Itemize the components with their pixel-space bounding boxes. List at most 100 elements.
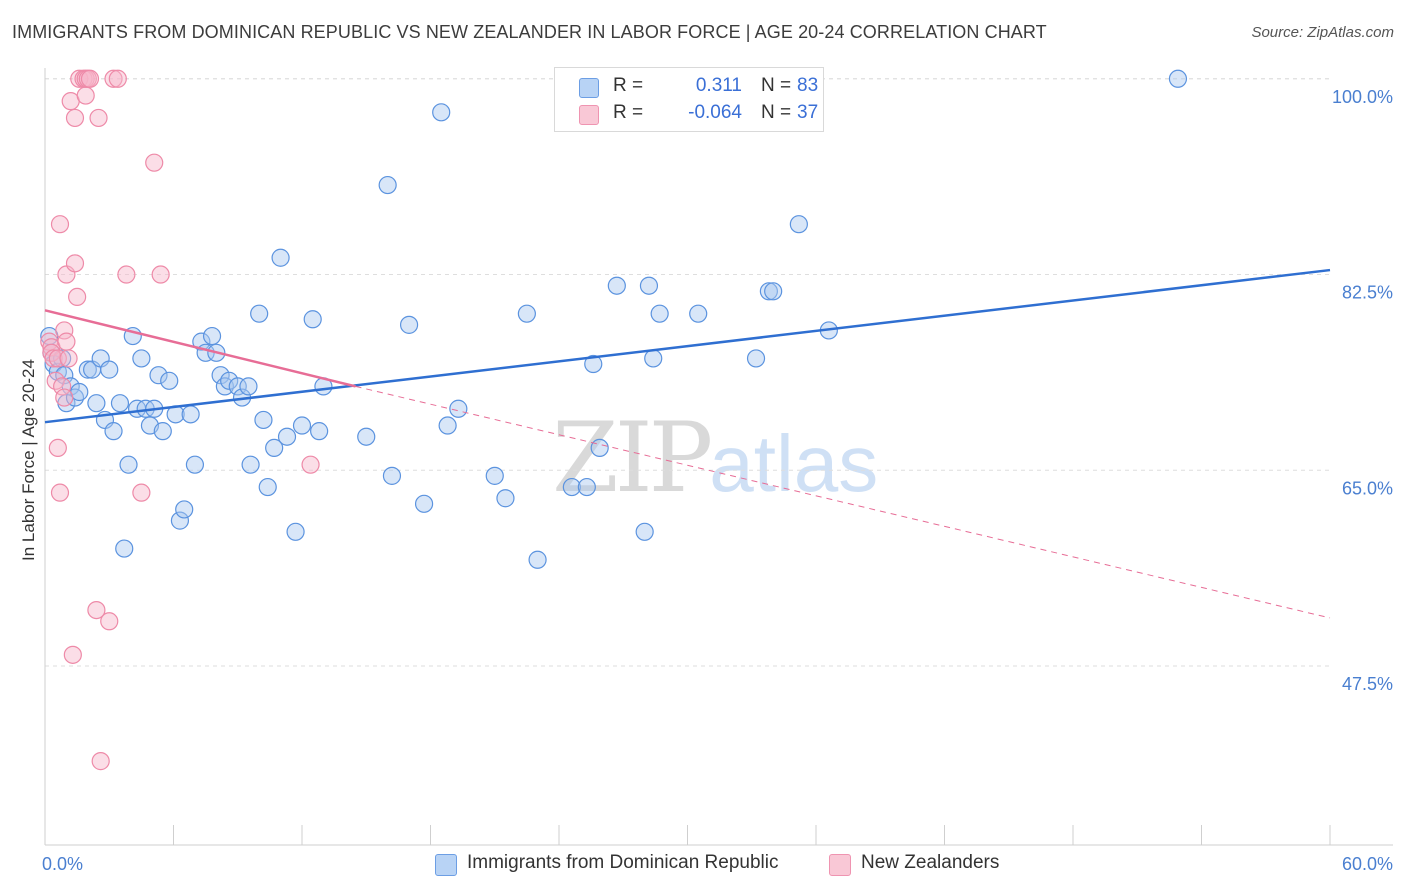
point-dominican	[414, 494, 434, 513]
legend-swatch-pink	[829, 854, 851, 876]
point-dominican	[239, 377, 258, 396]
point-nz	[76, 86, 95, 105]
point-dominican	[100, 360, 119, 379]
point-dominican	[149, 366, 168, 385]
legend-n-label: N =	[761, 102, 792, 123]
point-dominican	[644, 349, 663, 368]
point-dominican	[310, 422, 329, 441]
trend-line-nz-dashed	[355, 385, 1331, 619]
trend-lines	[44, 268, 1331, 619]
x-tick-label: 0.0%	[42, 854, 83, 874]
y-tick-label: 82.5%	[1342, 283, 1393, 303]
series-dominican-points	[40, 69, 1188, 569]
legend-swatch-blue	[579, 78, 599, 98]
legend-r-label: R =	[613, 102, 644, 123]
gridlines	[45, 78, 1330, 667]
point-dominican	[104, 422, 123, 441]
point-dominican	[485, 466, 504, 485]
legend-label: New Zealanders	[861, 852, 1000, 873]
point-dominican	[175, 500, 194, 519]
point-nz	[100, 612, 119, 631]
point-dominican	[1168, 69, 1188, 88]
point-dominican	[764, 282, 783, 301]
point-dominican	[303, 310, 322, 329]
point-dominican	[228, 377, 247, 396]
point-dominican	[153, 422, 172, 441]
point-dominican	[577, 477, 596, 497]
legend-r-label: R =	[613, 75, 644, 96]
point-nz	[63, 645, 82, 664]
point-dominican	[265, 438, 284, 458]
watermark-atlas: atlas	[709, 419, 879, 508]
point-dominican	[590, 438, 609, 458]
legend-swatch-blue	[435, 854, 457, 876]
point-nz	[55, 388, 74, 407]
point-dominican	[132, 349, 151, 368]
point-dominican	[517, 304, 536, 323]
point-dominican	[639, 276, 659, 295]
point-nz	[65, 108, 85, 128]
point-dominican	[746, 349, 766, 368]
point-dominican	[254, 410, 273, 430]
y-tick-label: 65.0%	[1342, 478, 1393, 498]
point-nz	[48, 349, 67, 368]
point-nz	[151, 265, 170, 284]
point-dominican	[382, 466, 402, 485]
legend-n-value: 37	[797, 102, 819, 123]
point-dominican	[789, 215, 808, 234]
point-dominican	[277, 427, 297, 446]
point-nz	[44, 349, 63, 368]
point-dominican	[115, 539, 134, 558]
point-dominican	[160, 371, 179, 390]
trend-line-dominican	[44, 268, 1331, 424]
point-nz	[68, 287, 87, 306]
point-dominican	[449, 399, 468, 418]
point-nz	[59, 349, 78, 368]
point-nz	[48, 438, 67, 458]
point-dominican	[292, 416, 312, 435]
trend-line-nz	[44, 309, 356, 388]
point-dominican	[496, 489, 515, 508]
point-dominican	[241, 455, 260, 474]
point-dominican	[87, 394, 106, 413]
point-dominican	[119, 455, 138, 474]
point-dominican	[650, 304, 669, 323]
point-nz	[55, 321, 74, 340]
correlation-legend: R = 0.311 N = 83 R = -0.064 N = 37	[554, 67, 824, 132]
point-nz	[50, 215, 70, 234]
legend-r-value: -0.064	[688, 102, 742, 123]
point-dominican	[432, 103, 451, 122]
point-nz	[53, 377, 72, 396]
point-dominican	[258, 477, 277, 497]
point-dominican	[286, 522, 305, 541]
point-dominican	[759, 282, 778, 301]
axes	[44, 68, 1393, 846]
tick-labels: 47.5% 65.0% 82.5% 100.0% 0.0% 60.0%	[42, 87, 1393, 874]
point-dominican	[250, 304, 269, 323]
legend-label: Immigrants from Dominican Republic	[467, 852, 779, 873]
zipatlas-watermark: ZIPatlas	[552, 402, 878, 514]
point-dominican	[635, 522, 654, 541]
source-label: Source: ZipAtlas.com	[1251, 24, 1394, 41]
point-dominican	[170, 511, 190, 530]
point-dominican	[78, 360, 97, 379]
point-dominican	[528, 550, 547, 569]
legend-n-label: N =	[761, 75, 792, 96]
y-tick-label: 47.5%	[1342, 674, 1393, 694]
point-nz	[87, 600, 106, 620]
point-dominican	[271, 248, 290, 267]
point-nz	[301, 455, 320, 474]
point-nz	[65, 254, 85, 273]
chart-title: IMMIGRANTS FROM DOMINICAN REPUBLIC VS NE…	[12, 22, 1047, 42]
legend-swatch-pink	[579, 105, 599, 125]
point-dominican	[399, 315, 419, 334]
point-dominican	[607, 276, 626, 295]
point-nz	[145, 153, 164, 172]
point-dominican	[562, 477, 581, 497]
point-nz	[132, 483, 151, 502]
y-tick-label: 100.0%	[1332, 87, 1393, 107]
point-nz	[89, 108, 108, 128]
point-dominican	[181, 405, 200, 424]
point-dominican	[185, 455, 205, 474]
